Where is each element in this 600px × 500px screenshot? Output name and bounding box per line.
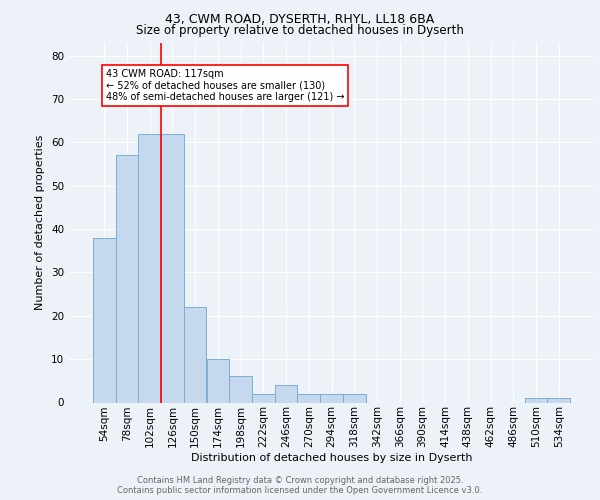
Bar xyxy=(275,385,298,402)
Bar xyxy=(343,394,365,402)
Bar xyxy=(298,394,320,402)
Bar xyxy=(252,394,275,402)
Text: Contains HM Land Registry data © Crown copyright and database right 2025.
Contai: Contains HM Land Registry data © Crown c… xyxy=(118,476,482,495)
X-axis label: Distribution of detached houses by size in Dyserth: Distribution of detached houses by size … xyxy=(191,453,472,463)
Bar xyxy=(184,307,206,402)
Bar xyxy=(524,398,547,402)
Bar xyxy=(547,398,570,402)
Y-axis label: Number of detached properties: Number of detached properties xyxy=(35,135,46,310)
Bar xyxy=(116,156,139,402)
Text: Size of property relative to detached houses in Dyserth: Size of property relative to detached ho… xyxy=(136,24,464,37)
Text: 43 CWM ROAD: 117sqm
← 52% of detached houses are smaller (130)
48% of semi-detac: 43 CWM ROAD: 117sqm ← 52% of detached ho… xyxy=(106,68,344,102)
Bar xyxy=(93,238,116,402)
Bar xyxy=(206,359,229,403)
Bar xyxy=(161,134,184,402)
Bar xyxy=(139,134,161,402)
Text: 43, CWM ROAD, DYSERTH, RHYL, LL18 6BA: 43, CWM ROAD, DYSERTH, RHYL, LL18 6BA xyxy=(166,12,434,26)
Bar xyxy=(229,376,252,402)
Bar xyxy=(320,394,343,402)
